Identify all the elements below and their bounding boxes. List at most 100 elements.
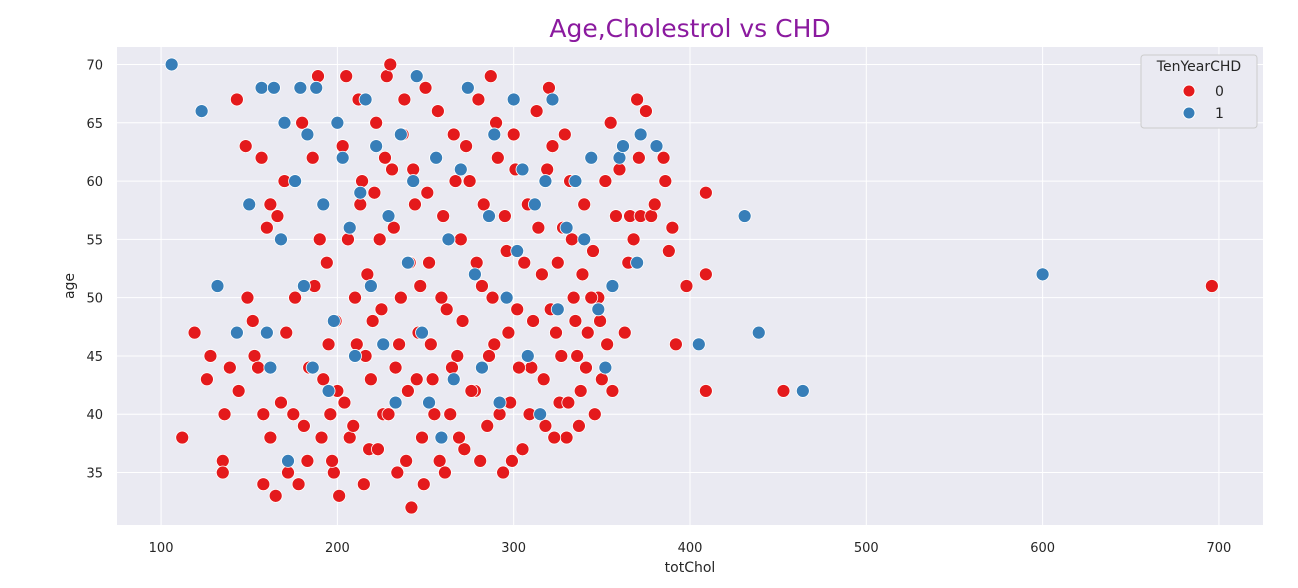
data-point-0 [254,150,269,165]
data-point-1 [751,325,766,340]
data-point-0 [274,395,288,410]
data-point-1 [630,255,645,270]
data-point-0 [482,349,496,363]
data-point-0 [215,465,230,480]
data-point-1 [568,174,583,188]
data-point-0 [397,92,412,107]
data-point-0 [363,372,378,387]
y-tick-label: 35 [86,467,103,482]
data-point-0 [295,115,310,130]
data-point-0 [434,290,449,305]
data-point-1 [487,127,502,142]
data-point-0 [187,325,202,340]
data-point-0 [259,220,274,235]
data-point-1 [326,314,341,328]
data-point-1 [281,453,295,468]
x-tick-label: 600 [1030,541,1055,556]
data-point-0 [573,384,588,398]
data-point-0 [549,325,563,340]
data-point-1 [259,325,274,340]
data-point-1 [388,395,403,410]
data-point-0 [200,372,214,387]
data-point-0 [492,407,507,422]
data-point-0 [448,174,463,188]
data-point-1 [263,360,278,375]
data-point-0 [353,197,368,212]
data-point-0 [647,197,662,212]
data-point-1 [376,337,391,352]
data-point-1 [305,360,320,375]
data-point-0 [372,232,387,247]
data-point-1 [409,69,424,84]
data-point-0 [356,477,371,492]
data-point-0 [542,80,556,95]
x-tick-label: 700 [1207,541,1232,556]
data-point-1 [446,372,461,387]
data-point-0 [464,384,479,398]
data-point-0 [639,104,653,119]
data-point-1 [429,150,444,165]
legend-label-1: 1 [1215,106,1224,122]
data-point-0 [175,430,190,445]
data-point-0 [600,337,615,352]
data-point-1 [288,174,302,188]
data-point-0 [459,139,473,153]
y-tick-label: 60 [86,175,103,190]
data-point-1 [499,290,514,305]
data-point-0 [579,360,593,375]
data-point-0 [386,220,401,235]
data-point-0 [490,150,505,165]
data-point-0 [268,488,283,503]
data-point-1 [321,384,336,398]
data-point-0 [557,127,572,142]
data-point-0 [369,115,384,130]
legend: TenYearCHD 0 1 [1140,54,1258,129]
data-point-0 [1204,279,1219,293]
data-point-0 [505,453,519,468]
data-point-1 [309,80,324,95]
data-point-0 [217,407,232,422]
data-point-0 [644,209,659,223]
data-point-0 [326,465,341,480]
x-tick-label: 200 [325,541,350,556]
data-point-0 [436,209,451,223]
data-point-0 [559,430,574,445]
data-point-0 [485,290,500,305]
data-point-1 [369,139,384,153]
data-point-0 [222,360,237,375]
gridlines [117,47,1263,525]
data-point-0 [510,302,525,317]
data-point-0 [432,453,447,468]
data-point-1 [277,115,292,130]
data-point-0 [360,267,375,282]
data-point-0 [247,349,262,363]
legend-title: TenYearCHD [1156,59,1241,75]
y-tick-label: 50 [86,292,103,307]
data-point-1 [296,279,311,293]
data-point-0 [473,453,488,468]
legend-label-0: 0 [1215,84,1224,100]
data-point-1 [520,349,535,363]
y-axis-label: age [62,273,78,299]
data-point-0 [420,185,435,200]
data-point-0 [446,127,461,142]
data-point-0 [425,372,440,387]
data-point-1 [254,80,269,95]
data-point-1 [441,232,456,247]
data-point-0 [203,349,218,363]
data-point-1 [612,150,627,165]
data-point-0 [401,384,415,398]
data-point-0 [476,197,491,212]
data-point-0 [598,174,613,188]
data-point-1 [363,279,378,293]
data-point-0 [529,104,544,119]
data-point-1 [401,255,415,270]
data-point-0 [496,465,511,480]
data-point-0 [323,407,338,422]
data-point-0 [566,290,581,305]
data-point-0 [251,360,265,375]
data-point-0 [393,290,408,305]
x-tick-label: 300 [501,541,526,556]
data-point-0 [438,465,452,480]
data-point-1 [649,139,664,153]
